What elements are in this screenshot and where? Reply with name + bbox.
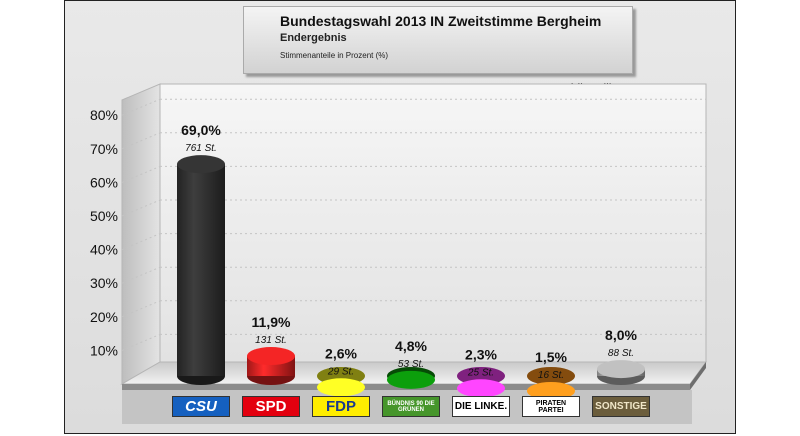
party-logo-text: FDP <box>326 398 356 415</box>
bar-base <box>527 367 575 385</box>
party-logo-2: FDP <box>312 396 370 417</box>
bar-3 <box>387 367 435 389</box>
gridline-side <box>121 233 161 251</box>
gridline-side <box>121 98 161 116</box>
value-label: 4,8% <box>395 338 427 354</box>
bar-4 <box>457 367 505 398</box>
bar-0 <box>177 155 225 385</box>
gridline-side <box>121 266 161 284</box>
party-logo-text: CSU <box>185 398 217 415</box>
floor-side-edge <box>690 362 706 390</box>
party-logo-text: PIRATEN PARTEI <box>535 399 567 414</box>
value-label: 11,9% <box>252 314 291 330</box>
back-wall <box>159 83 707 363</box>
bar-top <box>527 381 575 400</box>
party-logo-text: SPD <box>255 398 287 415</box>
bar-2 <box>317 367 365 397</box>
y-tick-label: 80% <box>90 107 118 123</box>
y-tick-label: 20% <box>90 309 118 325</box>
title-box: Bundestagswahl 2013 IN Zweitstimme Bergh… <box>243 6 633 74</box>
bar-top <box>247 347 295 366</box>
party-logo-text: SONSTIGE <box>595 401 647 412</box>
value-label: 8,0% <box>605 327 637 343</box>
votes-label: 88 St. <box>608 348 634 359</box>
y-tick-label: 30% <box>90 275 118 291</box>
y-tick-label: 60% <box>90 174 118 190</box>
bar-top <box>177 155 225 174</box>
party-logo-1: SPD <box>242 396 300 417</box>
value-label: 1,5% <box>535 349 567 365</box>
bar-5 <box>527 367 575 400</box>
party-logo-4: DIE LINKE. <box>452 396 510 417</box>
party-logo-0: CSU <box>172 396 230 417</box>
votes-label: 53 St. <box>398 359 424 370</box>
votes-label: 761 St. <box>185 143 217 154</box>
party-logo-text: BÜNDNIS 90 DIE GRÜNEN <box>387 400 435 413</box>
gridline-side <box>121 333 161 351</box>
votes-label: 29 St. <box>327 366 354 377</box>
gridline-side <box>121 199 161 217</box>
value-label: 2,6% <box>325 345 357 361</box>
y-tick-label: 10% <box>90 342 118 358</box>
y-tick-label: 40% <box>90 242 118 258</box>
gridline-side <box>121 132 161 150</box>
bar-top <box>317 378 365 397</box>
bar-top <box>387 370 435 389</box>
bar-6 <box>597 360 645 385</box>
votes-label: 131 St. <box>255 335 287 346</box>
side-wall <box>121 83 161 385</box>
chart-subtitle: Endergebnis <box>280 32 347 44</box>
y-tick-label: 70% <box>90 141 118 157</box>
bar-top <box>457 379 505 398</box>
bar-1 <box>247 347 295 385</box>
gridline-side <box>121 165 161 183</box>
bar-top <box>597 360 645 379</box>
chart-title: Bundestagswahl 2013 IN Zweitstimme Bergh… <box>280 13 602 29</box>
votes-label: 16 St. <box>538 370 564 381</box>
party-logo-6: SONSTIGE <box>592 396 650 417</box>
value-label: 69,0% <box>181 122 221 138</box>
votes-label: 25 St. <box>467 367 494 378</box>
party-logo-5: PIRATEN PARTEI <box>522 396 580 417</box>
chart-units: Stimmenanteile in Prozent (%) <box>280 51 389 60</box>
party-logo-text: DIE LINKE. <box>454 401 508 412</box>
y-tick-label: 50% <box>90 208 118 224</box>
party-logo-3: BÜNDNIS 90 DIE GRÜNEN <box>382 396 440 417</box>
gridline-side <box>121 300 161 318</box>
value-label: 2,3% <box>465 346 497 362</box>
bar-body <box>177 164 225 376</box>
